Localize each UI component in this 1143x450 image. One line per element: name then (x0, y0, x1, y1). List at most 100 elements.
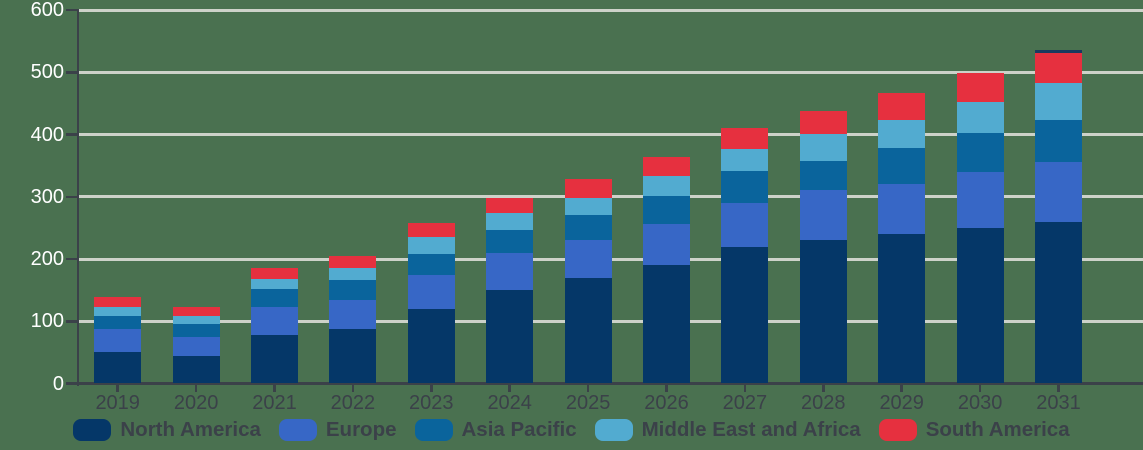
bar-segment-2027-asia-pacific (721, 171, 769, 203)
bar-segment-2030-north-america (956, 227, 1004, 384)
bar-segment-2026-asia-pacific (643, 195, 690, 224)
bar-2019 (94, 296, 142, 384)
x-axis-tick-2027 (743, 384, 747, 392)
bar-segment-2031-middle-east-and-africa (1035, 83, 1082, 121)
x-axis-tick-label-2020: 2020 (173, 392, 219, 414)
bar-2028 (799, 111, 847, 384)
x-axis-tick-label-2031: 2031 (1036, 392, 1081, 414)
bar-segment-2024-middle-east-and-africa (486, 212, 534, 230)
bar-segment-2022-europe (329, 300, 377, 329)
gridline-600 (78, 8, 1143, 12)
bar-segment-2020-middle-east-and-africa (172, 316, 220, 325)
bar-segment-2029-asia-pacific (878, 147, 926, 184)
bar-segment-2024-europe (486, 253, 534, 291)
bar-2030 (956, 72, 1004, 384)
y-axis-tick-0 (66, 382, 78, 385)
x-axis-tick-2019 (116, 384, 119, 392)
bar-2022 (329, 255, 377, 384)
legend-label: North America (120, 418, 261, 441)
bar-segment-2023-north-america (407, 308, 455, 384)
x-axis-tick-label-2027: 2027 (722, 392, 768, 414)
x-axis-line (76, 382, 1143, 385)
gridline-400 (78, 133, 1143, 136)
bar-segment-2026-north-america (643, 265, 690, 384)
x-axis-tick-2025 (586, 384, 590, 392)
bar-segment-2021-asia-pacific (251, 288, 298, 307)
bar-segment-2021-north-america (251, 334, 298, 384)
bar-2027 (721, 127, 769, 384)
legend-item-europe: Europe (278, 418, 397, 442)
bar-2023 (407, 222, 455, 384)
bar-segment-2021-europe (251, 306, 298, 335)
bar-segment-2031-europe (1035, 162, 1082, 222)
bar-segment-2029-south-america (878, 93, 926, 120)
bar-segment-2027-north-america (721, 246, 769, 384)
chart-legend: North America Europe Asia Pacific Middle Ea… (0, 417, 1143, 443)
bar-segment-2019-south-america (94, 296, 142, 307)
x-axis-tick-2031 (1057, 384, 1060, 392)
y-axis-tick-500 (66, 71, 78, 74)
legend-item-asia-pacific: Asia Pacific (414, 418, 577, 442)
x-axis-tick-2026 (665, 384, 668, 392)
x-axis-tick-label-2026: 2026 (644, 392, 689, 414)
legend-item-middle-east-and-africa: Middle East and Africa (594, 418, 861, 442)
bar-segment-2019-north-america (94, 352, 142, 384)
bar-segment-2026-middle-east-and-africa (643, 176, 690, 196)
legend-swatch-icon (278, 419, 317, 441)
y-axis-tick-200 (66, 257, 78, 261)
bar-segment-2024-north-america (486, 290, 534, 384)
bar-segment-2024-south-america (486, 197, 534, 213)
bar-segment-2023-europe (407, 275, 455, 309)
bar-segment-2023-asia-pacific (407, 254, 455, 276)
bar-segment-2028-south-america (799, 111, 847, 134)
x-axis-tick-2022 (351, 384, 355, 392)
x-axis-tick-label-2019: 2019 (95, 392, 140, 414)
bar-2021 (251, 267, 298, 384)
bar-segment-2026-europe (643, 223, 690, 266)
legend-swatch-icon (414, 419, 453, 441)
bar-2029 (878, 93, 926, 384)
bar-segment-2022-asia-pacific (329, 280, 377, 301)
legend-swatch-icon (594, 419, 633, 441)
bar-segment-2030-europe (956, 171, 1004, 228)
bar-segment-2019-asia-pacific (94, 316, 142, 330)
bar-segment-2024-asia-pacific (486, 229, 534, 254)
bar-segment-2021-middle-east-and-africa (251, 278, 298, 289)
bar-2025 (564, 179, 612, 384)
bar-segment-2028-middle-east-and-africa (799, 133, 847, 161)
legend-item-south-america: South America (878, 418, 1070, 442)
bar-segment-2029-north-america (878, 234, 926, 384)
x-axis-tick-2029 (900, 384, 903, 392)
bar-segment-2025-europe (564, 239, 612, 278)
x-axis-tick-2028 (822, 384, 825, 392)
x-axis-tick-label-2030: 2030 (957, 392, 1003, 414)
bar-segment-2025-asia-pacific (564, 215, 612, 240)
bar-segment-2028-asia-pacific (799, 160, 847, 190)
bar-segment-2028-europe (799, 189, 847, 241)
bar-segment-2027-europe (721, 202, 769, 247)
y-axis-line (76, 8, 79, 386)
x-axis-tick-label-2025: 2025 (565, 392, 611, 414)
x-axis-tick-label-2024: 2024 (487, 392, 532, 414)
x-axis-tick-label-2028: 2028 (801, 392, 846, 414)
bar-segment-2020-asia-pacific (172, 324, 220, 337)
bar-segment-2022-south-america (329, 255, 377, 269)
bar-segment-2027-south-america (721, 127, 769, 150)
bar-segment-2020-north-america (172, 356, 220, 384)
bar-segment-2023-middle-east-and-africa (407, 236, 455, 254)
x-axis-tick-2024 (508, 384, 511, 392)
x-axis-tick-label-2021: 2021 (252, 392, 297, 414)
y-axis-tick-label-600: 600 (30, 0, 64, 21)
bar-2020 (172, 306, 220, 384)
bar-segment-2022-north-america (329, 328, 377, 384)
bar-2024 (486, 197, 534, 384)
bar-segment-2031-north-america (1035, 221, 1082, 384)
x-axis-tick-label-2029: 2029 (879, 392, 924, 414)
bar-segment-2025-south-america (564, 179, 612, 198)
bar-2026 (643, 156, 690, 384)
y-axis-tick-400 (66, 133, 78, 136)
bar-segment-2029-middle-east-and-africa (878, 119, 926, 148)
x-axis-tick-2021 (273, 384, 276, 392)
y-axis-tick-600 (66, 8, 78, 12)
bar-segment-2020-south-america (172, 306, 220, 317)
